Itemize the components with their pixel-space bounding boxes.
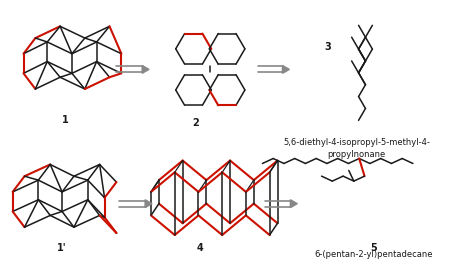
Text: 6-(pentan-2-yl)pentadecane: 6-(pentan-2-yl)pentadecane <box>314 250 433 259</box>
Text: 1: 1 <box>62 115 68 126</box>
Polygon shape <box>142 65 149 73</box>
Polygon shape <box>283 65 290 73</box>
Text: 1': 1' <box>57 243 67 253</box>
Text: 3: 3 <box>324 42 331 52</box>
Polygon shape <box>145 200 152 208</box>
Text: 2: 2 <box>192 118 199 128</box>
Text: 5: 5 <box>370 243 377 253</box>
Polygon shape <box>291 200 297 208</box>
Text: 5,6-diethyl-4-isopropyl-5-methyl-4-
propylnonane: 5,6-diethyl-4-isopropyl-5-methyl-4- prop… <box>283 138 430 159</box>
Text: 4: 4 <box>197 243 204 253</box>
